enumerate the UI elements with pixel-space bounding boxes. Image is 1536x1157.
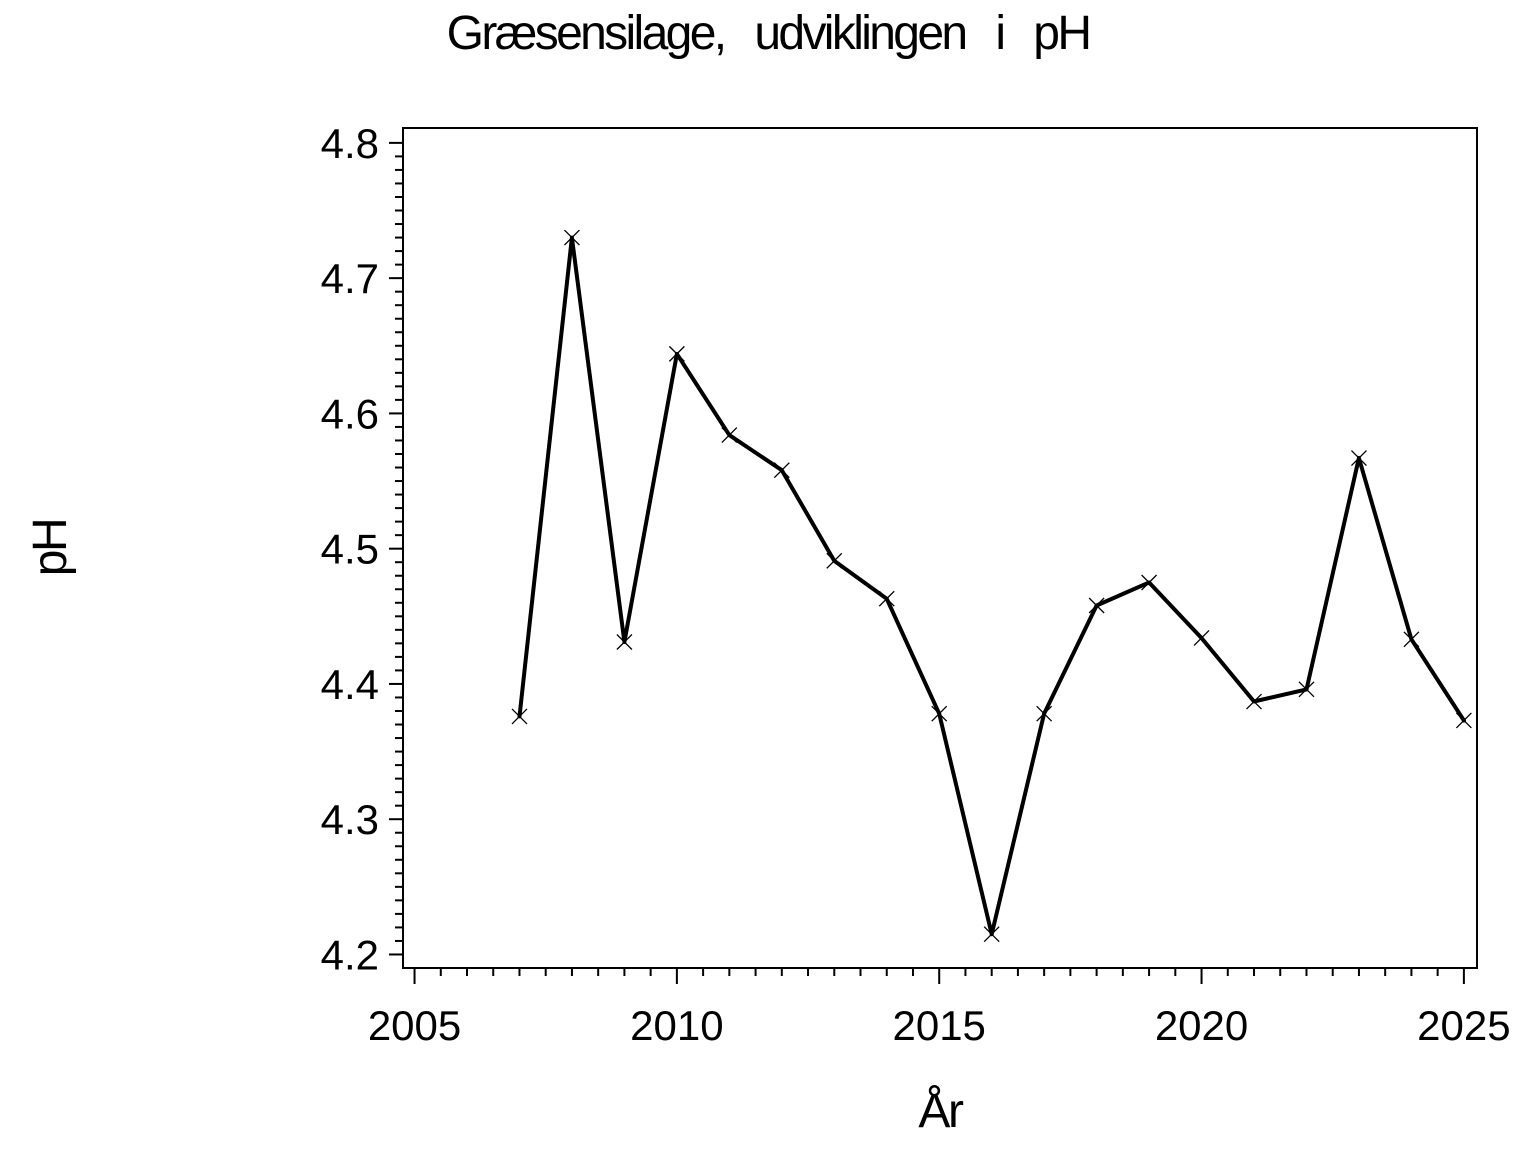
data-marker [1088, 597, 1105, 614]
data-marker [826, 552, 843, 569]
x-tick-label: 2025 [1417, 1002, 1510, 1049]
data-marker [563, 229, 580, 246]
data-marker [1193, 629, 1210, 646]
x-tick-label: 2005 [368, 1002, 461, 1049]
data-line [517, 235, 1466, 937]
data-marker [668, 345, 685, 362]
x-tick-label: 2020 [1155, 1002, 1248, 1049]
y-tick-label: 4.5 [321, 526, 379, 573]
data-marker [983, 926, 1000, 943]
x-tick-label: 2010 [630, 1002, 723, 1049]
data-marker [511, 708, 528, 725]
data-marker [1246, 693, 1262, 710]
data-marker [1036, 705, 1053, 722]
y-tick-label: 4.6 [321, 390, 379, 437]
y-tick-label: 4.4 [321, 661, 379, 708]
plot-area: 4.2 4.3 4.4 4.5 4.6 4.7 4.8 2005 2010 2015 2020 202… [321, 120, 1511, 1049]
x-axis-label: År [918, 1085, 964, 1138]
x-tick-label: 2015 [892, 1002, 985, 1049]
data-marker [931, 705, 948, 722]
data-marker [773, 462, 790, 479]
plot-frame [402, 127, 1478, 969]
data-marker [1298, 681, 1315, 698]
y-tick-label: 4.7 [321, 255, 379, 302]
y-tick-label: 4.2 [321, 931, 379, 978]
data-marker [1141, 574, 1158, 591]
data-marker [721, 427, 738, 444]
y-tick-label: 4.8 [321, 120, 379, 167]
data-marker [1403, 631, 1420, 648]
data-marker [616, 634, 633, 650]
data-marker [878, 590, 895, 607]
data-marker [1455, 712, 1472, 729]
y-tick-label: 4.3 [321, 796, 379, 843]
y-axis-label: pH [24, 520, 77, 577]
data-marker [1350, 450, 1367, 467]
chart-title: Græsensilage, udviklingen i pH [447, 7, 1090, 60]
